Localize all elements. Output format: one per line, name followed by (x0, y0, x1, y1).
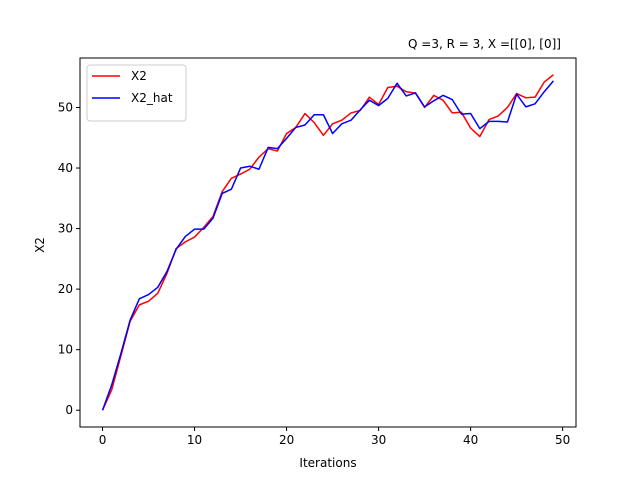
x-tick-label: 10 (187, 433, 202, 447)
x-tick-label: 50 (555, 433, 570, 447)
y-axis: 0 10 20 30 40 50 (58, 100, 80, 417)
legend-label: X2 (131, 69, 147, 83)
y-tick-label: 10 (58, 343, 73, 357)
y-axis-label: X2 (33, 237, 47, 253)
chart-title: Q =3, R = 3, X =[[0], [0]] (408, 37, 561, 51)
y-tick-label: 50 (58, 100, 73, 114)
legend-box (86, 64, 187, 122)
x-tick-label: 40 (463, 433, 478, 447)
series-line-x2-hat (101, 80, 555, 411)
y-tick-label: 30 (58, 222, 73, 236)
x-axis-label: Iterations (299, 456, 356, 470)
plot-frame (79, 57, 577, 428)
legend-label: X2_hat (131, 91, 173, 105)
x-tick-label: 30 (371, 433, 386, 447)
x-tick-label: 0 (99, 433, 107, 447)
legend: X2 X2_hat (86, 64, 187, 122)
x-tick-label: 20 (279, 433, 294, 447)
plot-area (101, 74, 555, 411)
y-tick-label: 0 (65, 403, 73, 417)
y-tick-label: 20 (58, 282, 73, 296)
x-axis: 0 10 20 30 40 50 (99, 427, 570, 447)
y-tick-label: 40 (58, 161, 73, 175)
